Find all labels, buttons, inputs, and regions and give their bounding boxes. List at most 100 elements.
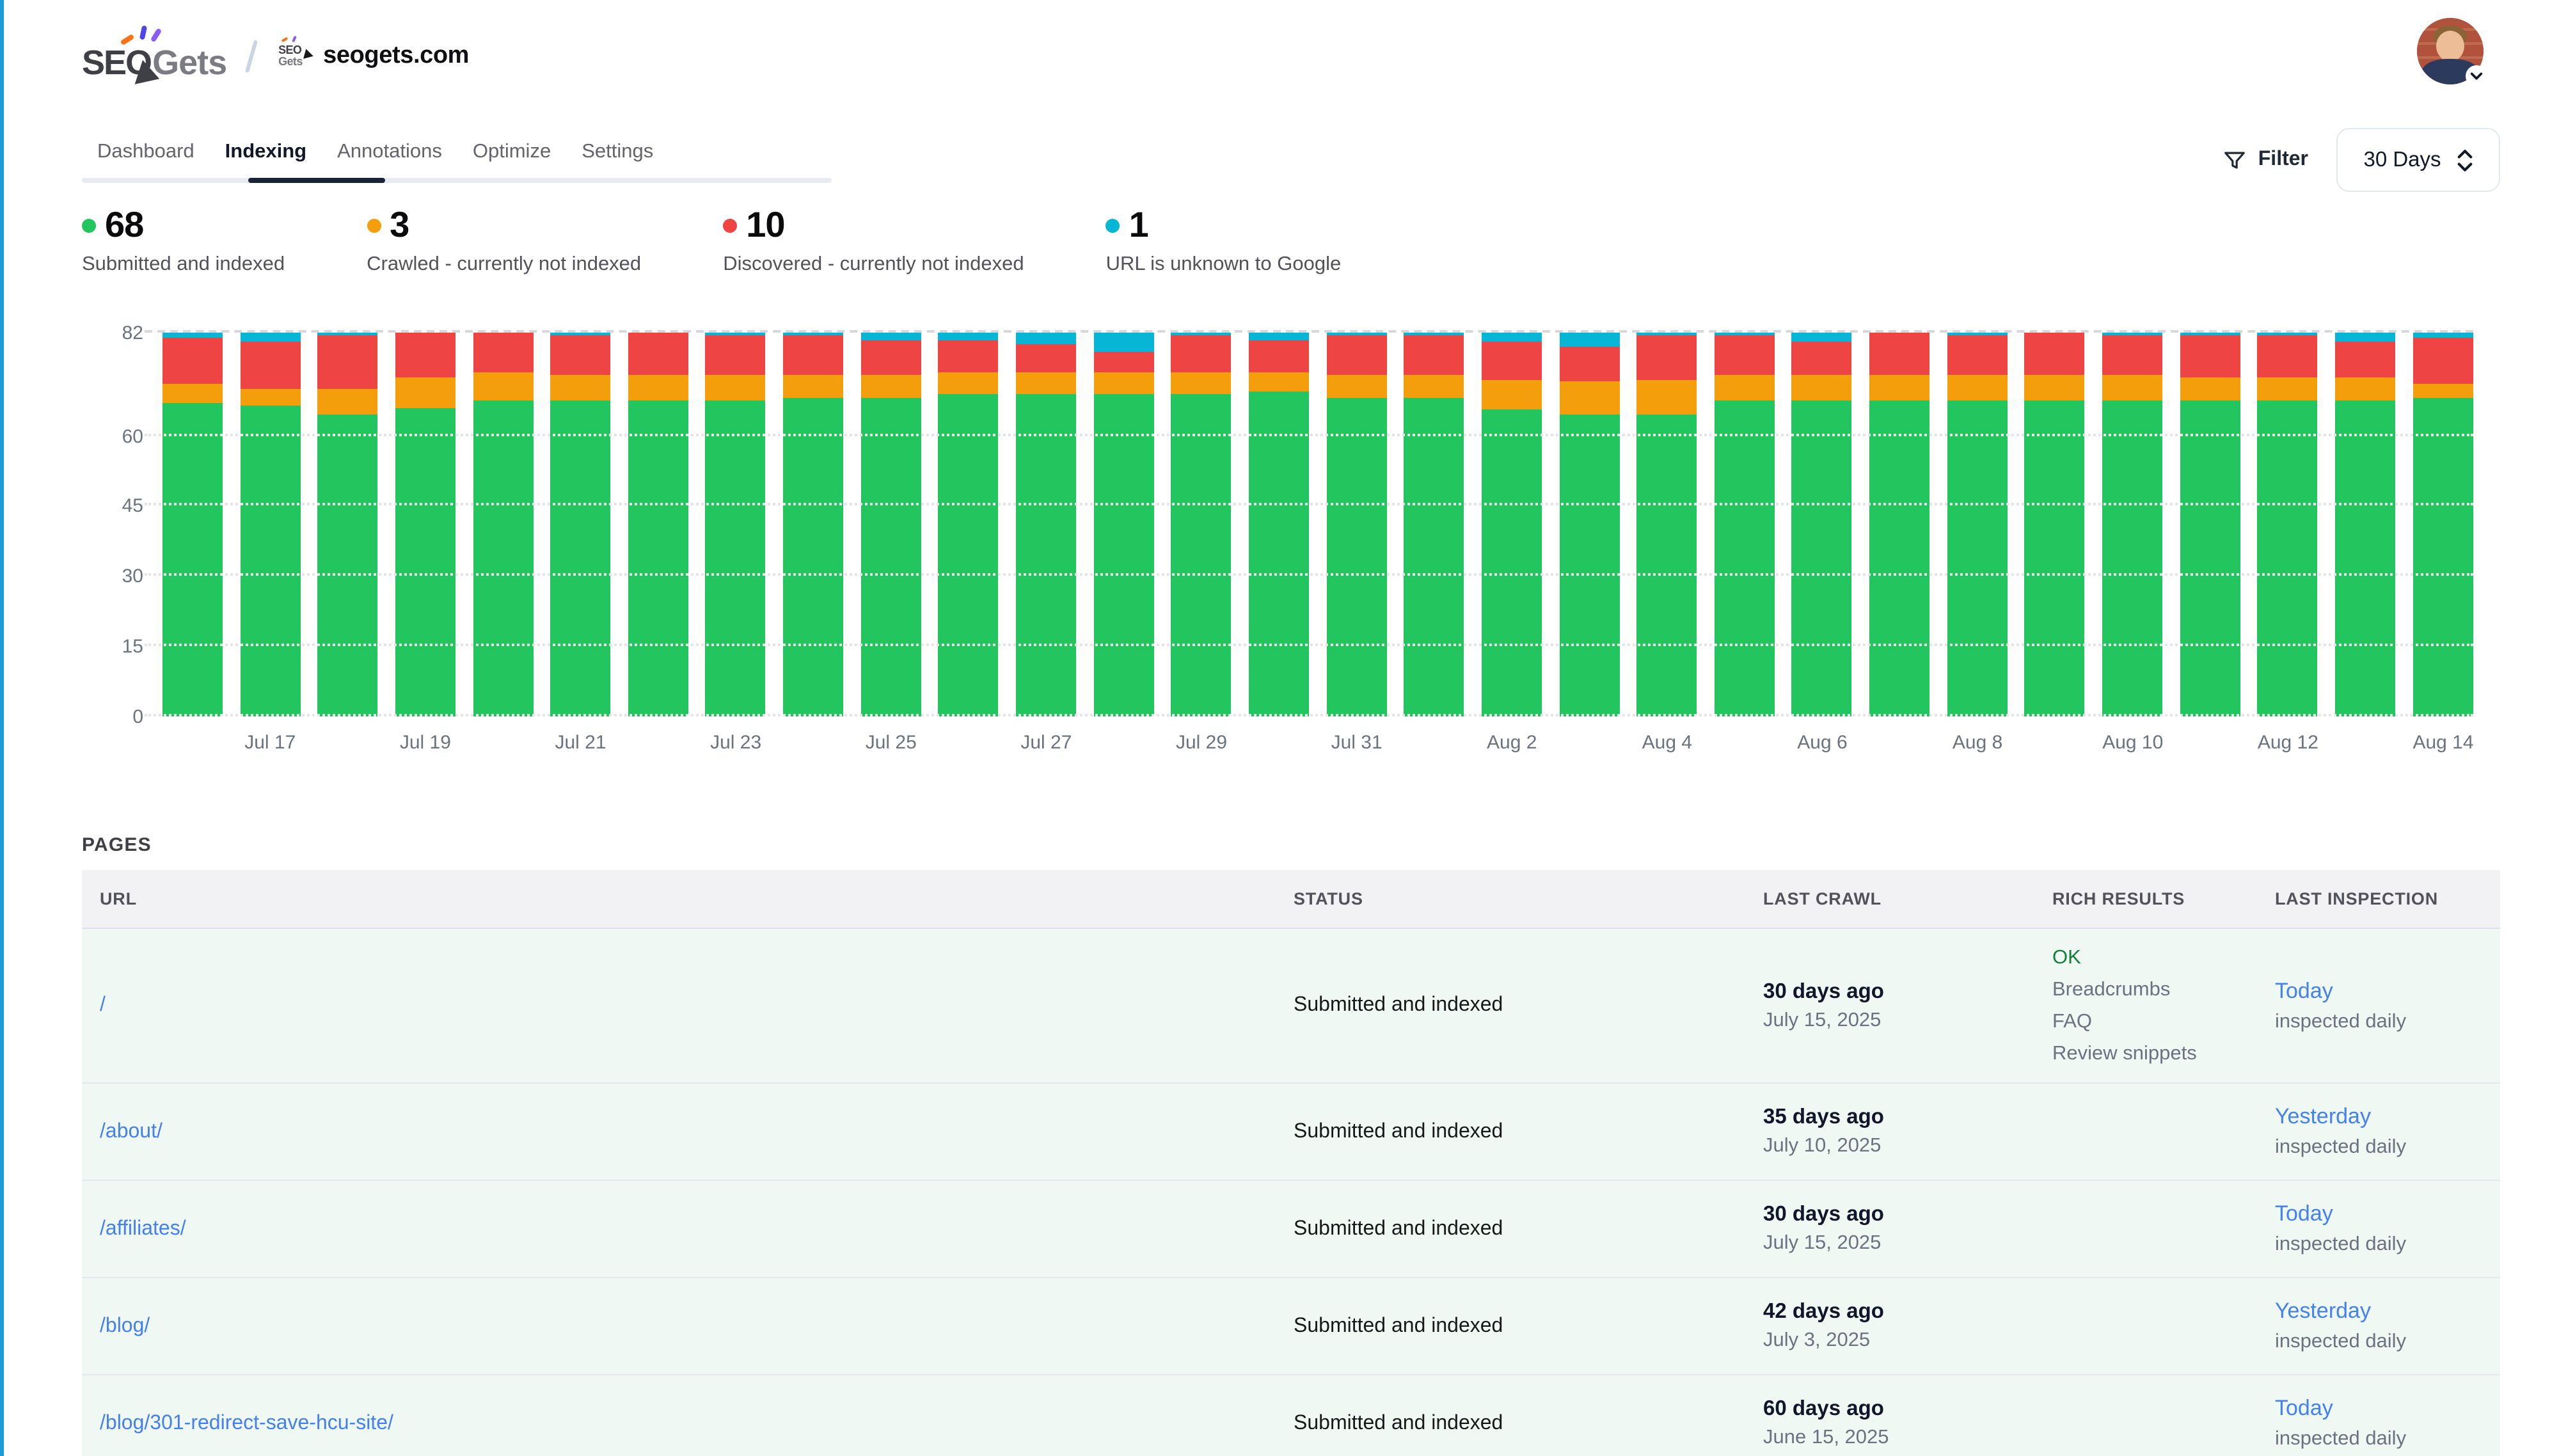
segment — [1559, 382, 1619, 415]
chart-plot: Jul 17Jul 19Jul 21Jul 23Jul 25Jul 27Jul … — [162, 333, 2473, 716]
bar-jul-17[interactable] — [240, 333, 300, 716]
segment — [162, 333, 223, 337]
last-crawl-date: July 10, 2025 — [1763, 1134, 2052, 1159]
segment — [1404, 398, 1464, 716]
bar-jul-29[interactable] — [1171, 333, 1232, 716]
date-range-select[interactable]: 30 Days — [2336, 128, 2500, 192]
segment — [783, 375, 843, 399]
bar-jul-26[interactable] — [939, 333, 999, 716]
segment — [2335, 333, 2395, 342]
url-link[interactable]: /affiliates/ — [100, 1217, 186, 1239]
bar-jul-19[interactable] — [395, 333, 456, 716]
stat-value: 3 — [390, 205, 409, 246]
inspection-link[interactable]: Today — [2275, 1395, 2500, 1423]
x-tick-label: Jul 21 — [555, 732, 606, 754]
bar-aug-4[interactable] — [1636, 333, 1697, 716]
logo-text-gets: Gets — [152, 41, 226, 84]
last-crawl-relative: 35 days ago — [1763, 1104, 2052, 1131]
gridline-82 — [145, 330, 2473, 333]
bar-jul-24[interactable] — [783, 333, 843, 716]
segment — [939, 393, 999, 716]
filter-label: Filter — [2258, 148, 2308, 171]
url-link[interactable]: /blog/ — [100, 1315, 150, 1336]
active-tab-indicator — [248, 178, 385, 182]
bar-aug-6[interactable] — [1792, 333, 1852, 716]
bar-aug-9[interactable] — [2025, 333, 2085, 716]
bar-aug-11[interactable] — [2180, 333, 2240, 716]
segment — [2258, 335, 2318, 377]
bar-jul-20[interactable] — [473, 333, 533, 716]
x-tick-label: Aug 6 — [1797, 732, 1847, 754]
bar-aug-5[interactable] — [1715, 333, 1775, 716]
segment — [861, 340, 921, 375]
segment — [1947, 400, 2007, 716]
stat-value: 1 — [1129, 205, 1148, 246]
segment — [1792, 375, 1852, 400]
last-crawl-relative: 30 days ago — [1763, 1201, 2052, 1228]
window-edge-strip — [0, 0, 4, 1456]
segment — [1093, 372, 1153, 393]
bar-aug-2[interactable] — [1482, 333, 1542, 716]
bar-aug-7[interactable] — [1869, 333, 1929, 716]
url-link[interactable]: /blog/301-redirect-save-hcu-site/ — [100, 1412, 393, 1434]
bar-jul-27[interactable] — [1016, 333, 1076, 716]
stat-dot-icon — [367, 218, 381, 232]
bar-jul-28[interactable] — [1093, 333, 1153, 716]
inspection-link[interactable]: Yesterday — [2275, 1297, 2500, 1325]
bar-jul-21[interactable] — [550, 333, 610, 716]
rich-result-item: Breadcrumbs — [2052, 974, 2275, 1006]
stat-card-2: 10Discovered - currently not indexed — [723, 205, 1024, 276]
inspection-link[interactable]: Yesterday — [2275, 1103, 2500, 1131]
bar-aug-12[interactable] — [2258, 333, 2318, 716]
inspection-link[interactable]: Today — [2275, 1200, 2500, 1228]
inspection-note: inspected daily — [2275, 1009, 2500, 1034]
seogets-logo[interactable]: SEO Gets — [82, 28, 226, 84]
segment — [1559, 415, 1619, 716]
segment — [1715, 400, 1775, 716]
breadcrumb-site[interactable]: SEO Gets seogets.com — [278, 40, 469, 73]
y-tick-label: 82 — [0, 322, 143, 344]
tabs-track — [82, 178, 832, 182]
bar-jul-30[interactable] — [1249, 333, 1309, 716]
segment — [1016, 333, 1076, 344]
stat-label: Crawled - currently not indexed — [367, 253, 641, 276]
gridline-45 — [145, 503, 2473, 506]
inspection-link[interactable]: Today — [2275, 977, 2500, 1005]
last-crawl-cell: 60 days agoJune 15, 2025 — [1763, 1396, 2052, 1451]
last-crawl-cell: 42 days agoJuly 3, 2025 — [1763, 1299, 2052, 1354]
stat-top: 68 — [82, 205, 285, 246]
segment — [1636, 335, 1697, 380]
bar-aug-10[interactable] — [2102, 333, 2162, 716]
user-menu[interactable] — [2417, 18, 2484, 84]
bar-jul-25[interactable] — [861, 333, 921, 716]
y-tick-label: 0 — [0, 706, 143, 728]
bar-aug-8[interactable] — [1947, 333, 2007, 716]
pages-section-title: PAGES — [82, 834, 152, 856]
bar-aug-1[interactable] — [1404, 333, 1464, 716]
bar-jul-18[interactable] — [318, 333, 378, 716]
segment — [1093, 351, 1153, 372]
bar-aug-3[interactable] — [1559, 333, 1619, 716]
segment — [628, 375, 688, 400]
segment — [2335, 400, 2395, 716]
segment — [1792, 400, 1852, 716]
url-link[interactable]: / — [100, 994, 106, 1016]
index-stats: 68Submitted and indexed3Crawled - curren… — [82, 205, 1341, 276]
date-range-value: 30 Days — [2363, 148, 2441, 172]
bar-aug-13[interactable] — [2335, 333, 2395, 716]
filter-button[interactable]: Filter — [2222, 148, 2308, 172]
segment — [1171, 393, 1232, 716]
bar-jul-31[interactable] — [1326, 333, 1386, 716]
bar-aug-14[interactable] — [2412, 333, 2473, 716]
last-inspection-cell: Todayinspected daily — [2275, 1395, 2500, 1452]
last-inspection-cell: Today inspected daily — [2275, 977, 2500, 1034]
bar-jul-22[interactable] — [628, 333, 688, 716]
segment — [240, 333, 300, 342]
bar-jul-16[interactable] — [162, 333, 223, 716]
segment — [1249, 372, 1309, 391]
segment — [162, 403, 223, 716]
bar-jul-23[interactable] — [706, 333, 766, 716]
segment — [2180, 335, 2240, 377]
chevron-down-icon — [2466, 65, 2487, 87]
url-link[interactable]: /about/ — [100, 1120, 162, 1142]
